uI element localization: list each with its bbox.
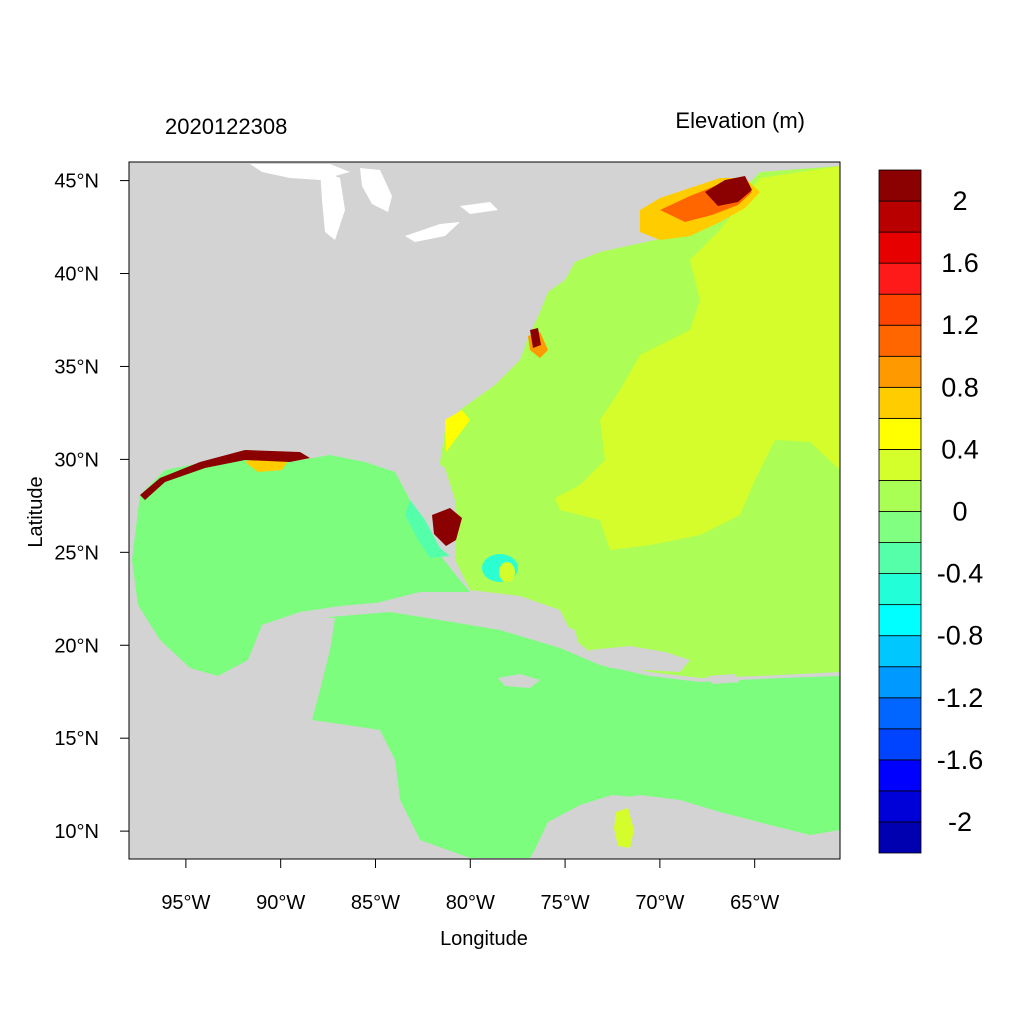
lake-ontario	[460, 202, 498, 214]
colorbar-label: 0	[952, 497, 967, 527]
maracaibo-water	[614, 808, 634, 848]
colorbar-swatch	[878, 231, 922, 264]
central-america-land	[129, 716, 458, 859]
colorbar-swatch	[878, 169, 922, 202]
y-tick-label: 15°N	[54, 728, 99, 750]
y-tick-label: 25°N	[54, 542, 99, 564]
x-tick-label: 75°W	[541, 892, 590, 914]
colorbar-swatch	[878, 821, 922, 854]
atlantic-deep-water	[555, 166, 840, 550]
carolina-surge-max	[530, 328, 541, 348]
colorbar-swatch	[878, 200, 922, 233]
colorbar-swatch	[878, 293, 922, 326]
map-plot-area	[129, 162, 840, 859]
colorbar-label: 0.4	[941, 434, 979, 464]
colorbar-swatch	[878, 728, 922, 761]
colorbar-label: -0.4	[937, 559, 984, 589]
colorbar-label: 2	[952, 186, 967, 216]
gulf-caribbean-water	[132, 455, 470, 676]
colorbar-swatch	[878, 480, 922, 512]
colorbar-swatch	[878, 573, 922, 606]
florida-west-shelf	[405, 500, 450, 558]
y-tick-label: 10°N	[54, 821, 99, 843]
hispaniola-land	[590, 646, 690, 672]
colorbar-label: -1.2	[937, 683, 984, 713]
colorbar-swatch	[878, 635, 922, 668]
x-axis-label: Longitude	[440, 928, 528, 950]
lake-erie	[405, 222, 460, 242]
jamaica-land	[498, 674, 540, 688]
colorbar-swatch	[878, 542, 922, 574]
colorbar-swatch	[878, 666, 922, 699]
florida-surge	[432, 508, 462, 546]
colorbar-label: -0.8	[937, 621, 984, 651]
colorbar-swatch	[878, 697, 922, 730]
y-tick-label: 40°N	[54, 264, 99, 286]
colorbar-swatch	[878, 604, 922, 637]
colorbar-swatch	[878, 449, 922, 481]
lake-huron	[360, 168, 392, 212]
colorbar-labels: -2 -1.6 -1.2 -0.8 -0.4 0 0.4 0.8 1.2 1.6 2	[937, 186, 984, 837]
colorbar-label: 1.6	[941, 248, 979, 278]
x-tick-label: 70°W	[635, 892, 684, 914]
lake-michigan	[320, 170, 345, 240]
georgia-shelf-surge	[445, 410, 470, 452]
y-tick-label: 30°N	[54, 449, 99, 471]
colorbar-swatch	[878, 386, 922, 419]
bahamas-island	[499, 562, 515, 582]
gulf-of-maine-surge-max	[705, 176, 752, 206]
colorbar-swatch	[878, 511, 922, 543]
puerto-rico-land	[708, 674, 740, 684]
south-america-land	[530, 795, 840, 859]
x-axis-ticks: 95°W 90°W 85°W 80°W 75°W 70°W 65°W	[161, 859, 779, 914]
colorbar-swatch	[878, 790, 922, 823]
plot-border	[128, 161, 841, 860]
colorbar-swatch	[878, 324, 922, 357]
colorbar	[878, 169, 922, 854]
y-tick-label: 35°N	[54, 356, 99, 378]
x-tick-label: 90°W	[256, 892, 305, 914]
x-tick-label: 95°W	[161, 892, 210, 914]
colorbar-label: -1.6	[937, 745, 984, 775]
x-tick-label: 80°W	[446, 892, 495, 914]
colorbar-swatch	[878, 417, 922, 450]
colorbar-label: -2	[948, 807, 972, 837]
y-axis-ticks: 10°N 15°N 20°N 25°N 30°N 35°N 40°N 45°N	[54, 171, 129, 843]
y-axis-label: Latitude	[25, 476, 47, 547]
map-left-title: 2020122308	[165, 114, 287, 139]
colorbar-swatch	[878, 262, 922, 295]
y-tick-label: 20°N	[54, 635, 99, 657]
x-tick-label: 65°W	[730, 892, 779, 914]
colorbar-label: 0.8	[941, 372, 979, 402]
colorbar-swatch	[878, 355, 922, 388]
yucatan-land	[245, 616, 335, 720]
x-tick-label: 85°W	[351, 892, 400, 914]
gulf-coast-surge-band	[140, 450, 310, 500]
caribbean-water	[312, 612, 840, 858]
map-right-title: Elevation (m)	[675, 108, 805, 133]
cuba-land	[380, 592, 580, 648]
colorbar-label: 1.2	[941, 310, 979, 340]
y-tick-label: 45°N	[54, 171, 99, 193]
colorbar-swatch	[878, 759, 922, 792]
